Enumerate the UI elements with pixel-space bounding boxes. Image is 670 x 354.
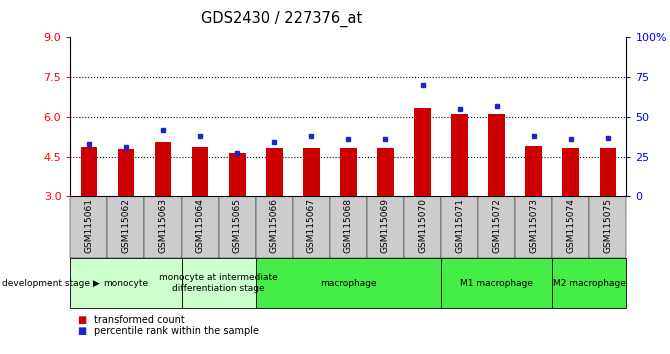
Bar — [563, 148, 579, 196]
Bar — [155, 142, 172, 196]
Text: monocyte: monocyte — [103, 279, 149, 288]
Bar — [525, 146, 542, 196]
Bar — [80, 147, 97, 196]
Text: ■: ■ — [77, 315, 86, 325]
Text: M1 macrophage: M1 macrophage — [460, 279, 533, 288]
Bar — [377, 148, 394, 196]
Bar — [303, 148, 320, 196]
Text: monocyte at intermediate
differentiation stage: monocyte at intermediate differentiation… — [159, 274, 278, 293]
Text: transformed count: transformed count — [94, 315, 184, 325]
Text: percentile rank within the sample: percentile rank within the sample — [94, 326, 259, 336]
Text: M2 macrophage: M2 macrophage — [553, 279, 626, 288]
Bar — [452, 114, 468, 196]
Bar — [600, 148, 616, 196]
Bar — [118, 149, 134, 196]
Bar — [229, 154, 245, 196]
Text: development stage ▶: development stage ▶ — [2, 279, 100, 288]
Bar — [266, 148, 283, 196]
Bar — [414, 108, 431, 196]
Text: macrophage: macrophage — [320, 279, 377, 288]
Bar — [340, 148, 356, 196]
Text: ■: ■ — [77, 326, 86, 336]
Bar — [192, 147, 208, 196]
Bar — [488, 114, 505, 196]
Text: GDS2430 / 227376_at: GDS2430 / 227376_at — [201, 11, 362, 27]
